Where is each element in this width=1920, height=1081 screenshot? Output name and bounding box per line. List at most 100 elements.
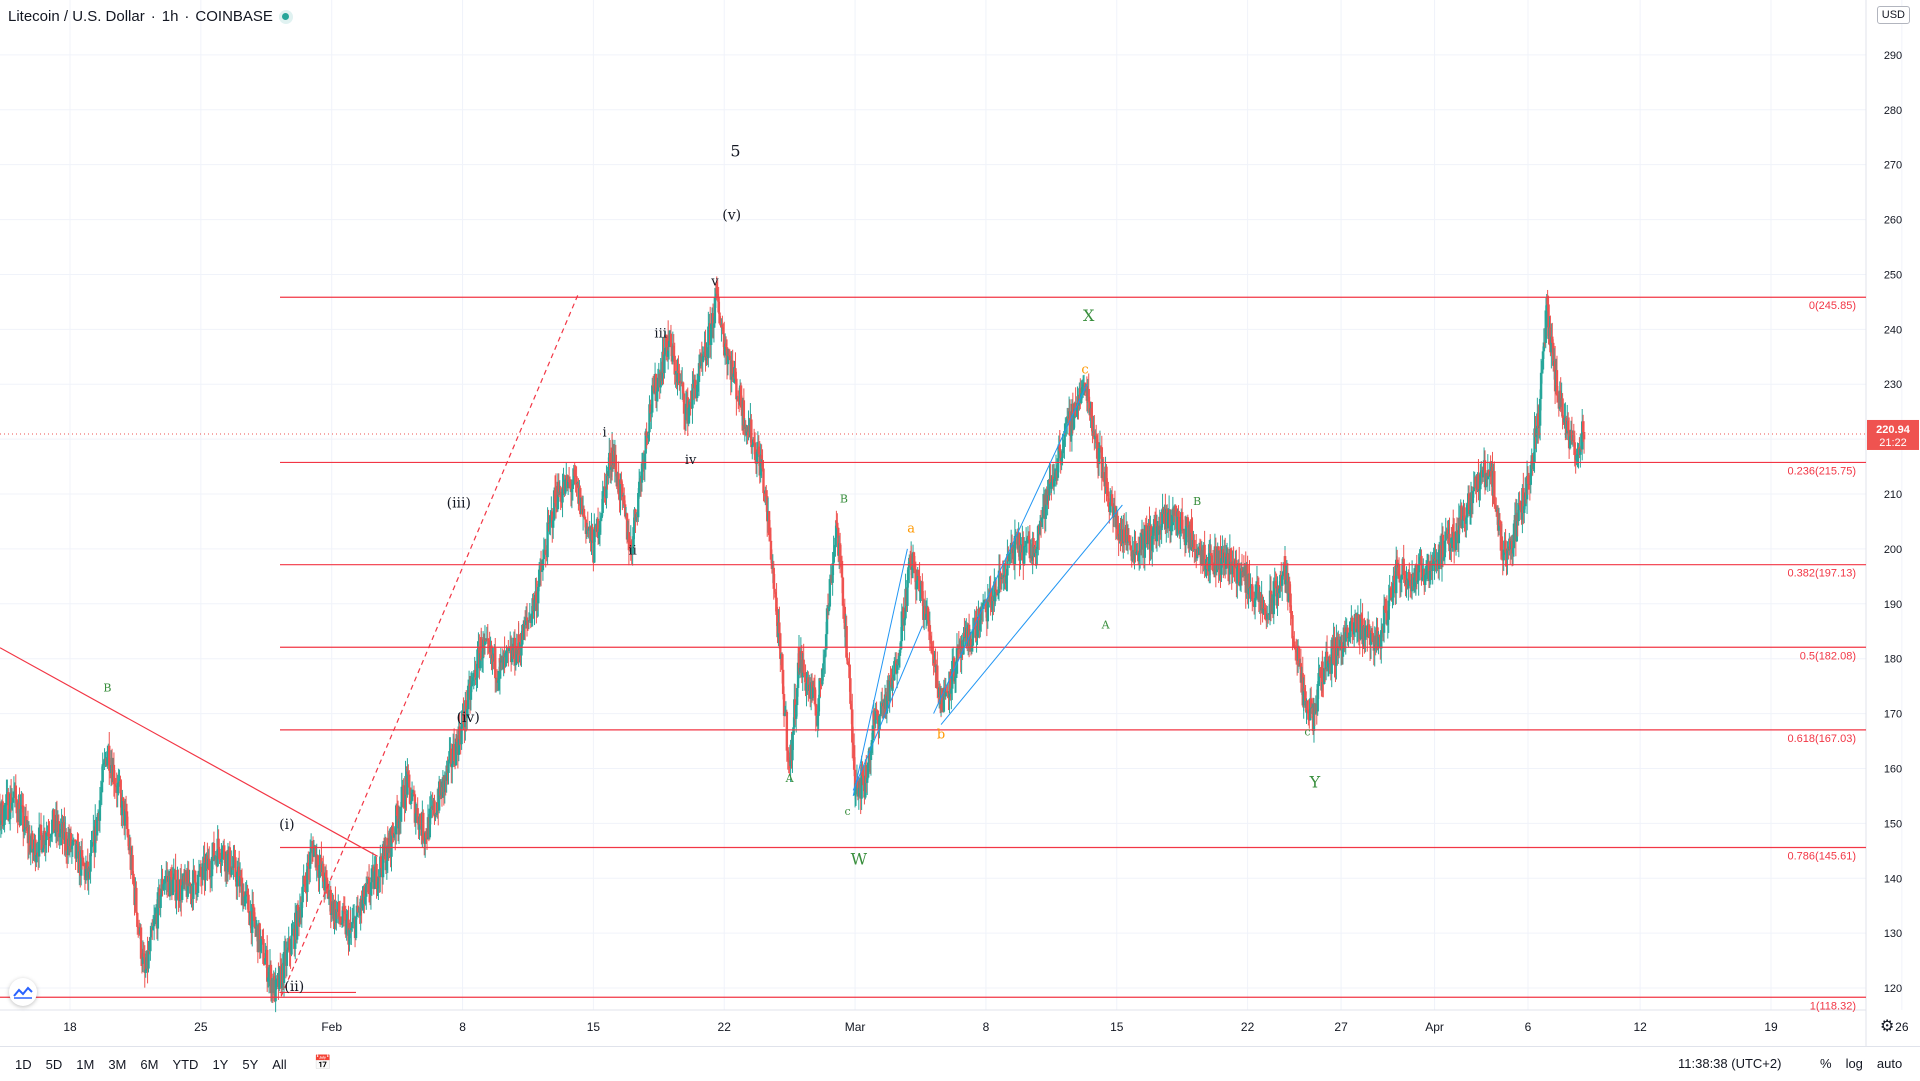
range-all-button[interactable]: All bbox=[267, 1055, 291, 1074]
elliott-wave-label[interactable]: B bbox=[103, 682, 111, 695]
fib-level-label: 1(118.32) bbox=[1810, 1000, 1856, 1012]
time-tick-label: 8 bbox=[983, 1020, 990, 1034]
elliott-wave-label[interactable]: a bbox=[907, 521, 915, 536]
fib-level-label: 0(245.85) bbox=[1809, 300, 1856, 312]
range-1m-button[interactable]: 1M bbox=[71, 1055, 99, 1074]
price-tick-label: 270 bbox=[1884, 160, 1902, 172]
candle-body bbox=[836, 523, 838, 528]
range-6m-button[interactable]: 6M bbox=[135, 1055, 163, 1074]
candle-body bbox=[849, 678, 851, 704]
candle-body bbox=[829, 579, 831, 607]
candle-body bbox=[131, 855, 133, 874]
elliott-wave-label[interactable]: A bbox=[785, 772, 795, 785]
candle-body bbox=[802, 660, 804, 673]
candle-body bbox=[247, 895, 249, 913]
header-separator-2: · bbox=[184, 8, 189, 25]
tradingview-logo-icon[interactable] bbox=[9, 978, 37, 1006]
candle-body bbox=[552, 520, 554, 527]
elliott-wave-label[interactable]: (ii) bbox=[284, 979, 304, 995]
goto-date-calendar-icon[interactable]: 📅 bbox=[314, 1054, 331, 1071]
market-status-icon[interactable] bbox=[279, 10, 293, 24]
time-tick-label: Mar bbox=[845, 1020, 866, 1034]
candle-body bbox=[1561, 398, 1563, 417]
symbol-title[interactable]: Litecoin / U.S. Dollar bbox=[8, 8, 145, 25]
candle-body bbox=[136, 913, 138, 927]
elliott-wave-label[interactable]: (i) bbox=[279, 817, 294, 833]
candle-body bbox=[302, 887, 304, 903]
elliott-wave-label[interactable]: Y bbox=[1309, 773, 1321, 792]
price-tick-label: 170 bbox=[1884, 709, 1902, 721]
candle-body bbox=[1583, 432, 1585, 439]
auto-scale-button[interactable]: auto bbox=[1877, 1056, 1902, 1071]
clock-readout[interactable]: 11:38:38 (UTC+2) bbox=[1678, 1056, 1781, 1071]
elliott-wave-label[interactable]: iv bbox=[685, 453, 697, 468]
range-ytd-button[interactable]: YTD bbox=[167, 1055, 203, 1074]
wave-channel-line[interactable] bbox=[941, 505, 1122, 725]
fib-level-label: 0.618(167.03) bbox=[1788, 733, 1857, 745]
candle-body bbox=[1401, 575, 1403, 580]
candle-body bbox=[987, 600, 989, 622]
range-3m-button[interactable]: 3M bbox=[103, 1055, 131, 1074]
time-tick-label: 18 bbox=[63, 1020, 77, 1034]
elliott-wave-label[interactable]: (iv) bbox=[456, 710, 479, 726]
candle-body bbox=[194, 871, 196, 883]
elliott-wave-label[interactable]: c bbox=[845, 805, 851, 818]
candle-body bbox=[309, 852, 311, 869]
candle-body bbox=[842, 578, 844, 606]
interval-label[interactable]: 1h bbox=[162, 8, 179, 25]
log-scale-button[interactable]: log bbox=[1846, 1056, 1863, 1071]
range-5d-button[interactable]: 5D bbox=[41, 1055, 68, 1074]
logo-glyph-icon bbox=[13, 985, 33, 999]
elliott-wave-label[interactable]: (iii) bbox=[447, 496, 471, 512]
price-tick-label: 120 bbox=[1884, 983, 1902, 995]
time-tick-label: 26 bbox=[1895, 1020, 1909, 1034]
range-1d-button[interactable]: 1D bbox=[10, 1055, 37, 1074]
range-1y-button[interactable]: 1Y bbox=[207, 1055, 233, 1074]
elliott-wave-label[interactable]: c bbox=[1081, 362, 1088, 377]
currency-button[interactable]: USD bbox=[1877, 6, 1910, 24]
candle-body bbox=[841, 561, 843, 578]
range-5y-button[interactable]: 5Y bbox=[237, 1055, 263, 1074]
elliott-wave-label[interactable]: ii bbox=[628, 543, 636, 558]
candle-body bbox=[290, 936, 292, 955]
ascending-dashed-trendline[interactable] bbox=[281, 294, 578, 997]
time-tick-label: Apr bbox=[1425, 1020, 1444, 1034]
elliott-wave-label[interactable]: B bbox=[840, 492, 848, 505]
candle-body bbox=[584, 517, 586, 520]
wave-channel-line[interactable] bbox=[853, 626, 922, 791]
elliott-wave-label[interactable]: (v) bbox=[722, 208, 741, 224]
exchange-label: COINBASE bbox=[195, 8, 273, 25]
bar-countdown: 21:22 bbox=[1879, 437, 1907, 449]
chart-header: Litecoin / U.S. Dollar · 1h · COINBASE bbox=[8, 8, 293, 25]
elliott-wave-label[interactable]: v bbox=[710, 274, 719, 289]
price-tick-label: 210 bbox=[1884, 489, 1902, 501]
price-tick-label: 230 bbox=[1884, 379, 1902, 391]
elliott-wave-label[interactable]: X bbox=[1083, 306, 1095, 325]
elliott-wave-label[interactable]: i bbox=[603, 425, 607, 440]
price-chart[interactable]: 1201301401501601701801902002102202302402… bbox=[0, 0, 1920, 1046]
price-tick-label: 290 bbox=[1884, 50, 1902, 62]
time-tick-label: 22 bbox=[718, 1020, 732, 1034]
fib-level-label: 0.5(182.08) bbox=[1800, 650, 1856, 662]
time-tick-label: 25 bbox=[194, 1020, 208, 1034]
elliott-wave-label[interactable]: b bbox=[937, 727, 945, 742]
candle-body bbox=[778, 622, 780, 633]
elliott-wave-label[interactable]: c bbox=[1304, 726, 1310, 739]
candle-body bbox=[355, 917, 357, 938]
candle-body bbox=[408, 775, 410, 788]
candle-body bbox=[762, 469, 764, 494]
elliott-wave-label[interactable]: W bbox=[851, 850, 868, 869]
scale-options: % log auto bbox=[1820, 1056, 1902, 1071]
wave-channel-line[interactable] bbox=[853, 549, 907, 796]
elliott-wave-label[interactable]: 5 bbox=[730, 141, 740, 160]
time-tick-label: 12 bbox=[1633, 1020, 1647, 1034]
elliott-wave-label[interactable]: A bbox=[1101, 619, 1111, 632]
elliott-wave-label[interactable]: iii bbox=[654, 327, 666, 342]
candle-body bbox=[1193, 540, 1195, 550]
price-tick-label: 280 bbox=[1884, 105, 1902, 117]
percent-scale-button[interactable]: % bbox=[1820, 1056, 1832, 1071]
price-tick-label: 150 bbox=[1884, 818, 1902, 830]
fib-level-label: 0.382(197.13) bbox=[1788, 568, 1857, 580]
chart-settings-gear-icon[interactable]: ⚙ bbox=[1880, 1016, 1894, 1036]
elliott-wave-label[interactable]: B bbox=[1193, 495, 1201, 508]
